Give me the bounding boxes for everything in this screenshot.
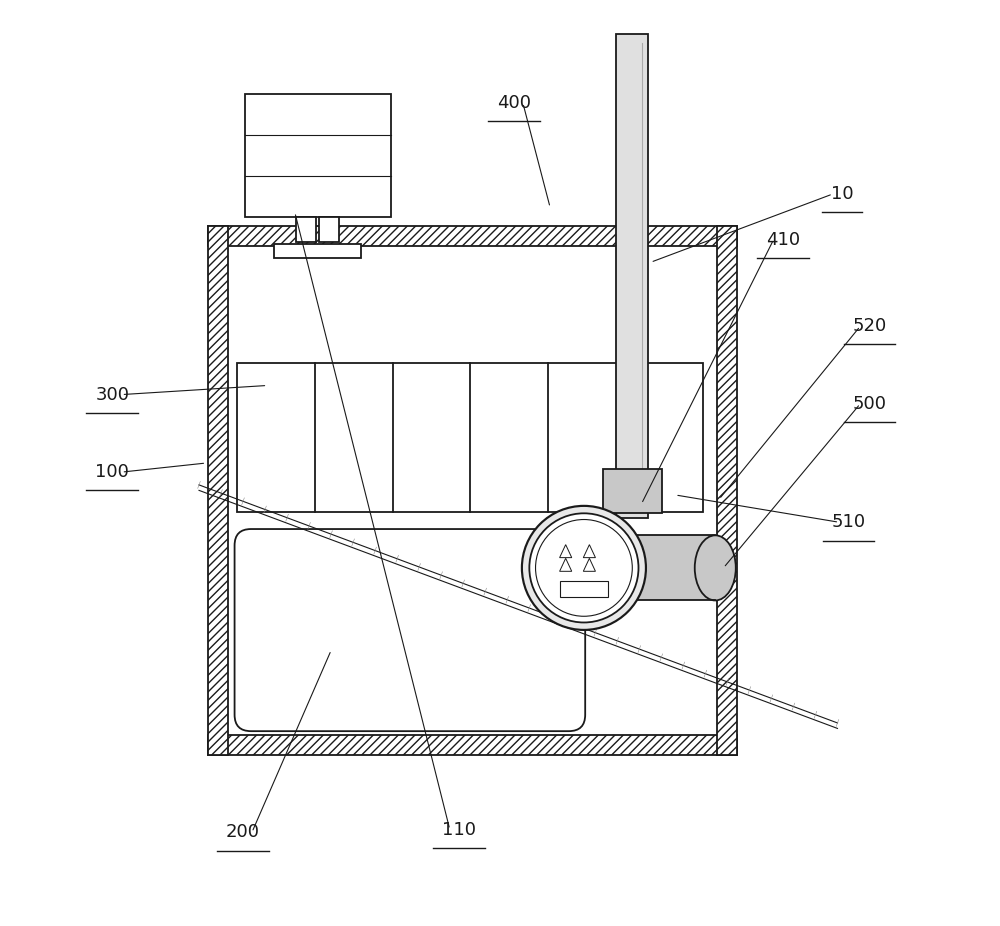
- Text: 510: 510: [831, 513, 865, 532]
- Text: 200: 200: [226, 823, 260, 842]
- Bar: [228, 246, 717, 735]
- Text: 300: 300: [95, 385, 129, 404]
- Text: 500: 500: [852, 394, 886, 413]
- Bar: [208, 735, 737, 755]
- Bar: [717, 226, 737, 755]
- Bar: [616, 34, 648, 518]
- Bar: [560, 581, 608, 597]
- Bar: [296, 217, 316, 243]
- Bar: [208, 226, 228, 755]
- Text: 10: 10: [831, 185, 853, 203]
- Text: 410: 410: [766, 231, 800, 248]
- Ellipse shape: [612, 535, 652, 600]
- Ellipse shape: [695, 535, 736, 600]
- Text: 110: 110: [442, 820, 476, 839]
- Bar: [319, 217, 339, 243]
- Bar: [274, 244, 361, 257]
- Bar: [208, 226, 737, 246]
- Circle shape: [536, 519, 632, 617]
- Circle shape: [529, 513, 638, 622]
- FancyBboxPatch shape: [235, 529, 585, 732]
- Text: 520: 520: [852, 318, 887, 335]
- Text: 400: 400: [497, 94, 531, 112]
- Circle shape: [522, 506, 646, 630]
- Text: 100: 100: [95, 463, 129, 482]
- Bar: [245, 94, 391, 217]
- Bar: [615, 535, 715, 600]
- Bar: [237, 363, 703, 511]
- Bar: [603, 469, 662, 513]
